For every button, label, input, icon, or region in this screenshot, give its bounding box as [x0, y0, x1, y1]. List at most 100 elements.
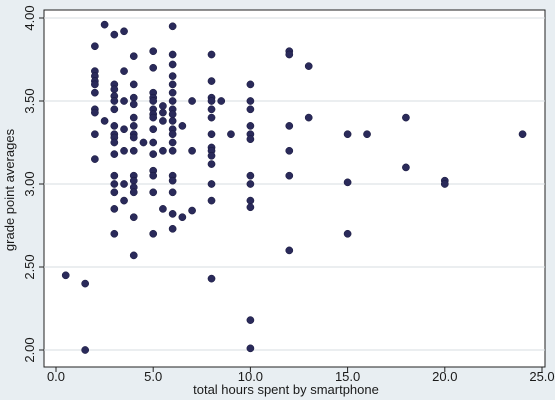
data-point — [402, 163, 410, 172]
data-point — [246, 80, 255, 89]
data-point — [285, 122, 294, 130]
data-point — [168, 60, 177, 69]
data-point — [178, 213, 187, 222]
data-point — [207, 130, 216, 139]
data-point — [168, 88, 177, 97]
data-point — [168, 80, 177, 89]
data-point — [168, 110, 177, 119]
data-point — [159, 117, 167, 125]
data-point — [129, 213, 138, 222]
x-tick-label: 15.0 — [335, 369, 360, 384]
data-point — [110, 122, 119, 130]
data-point — [110, 188, 119, 197]
y-tick-label: 4.00 — [22, 5, 37, 30]
data-point — [149, 138, 158, 147]
data-point — [129, 188, 138, 197]
data-point — [343, 229, 352, 238]
data-point — [81, 279, 90, 288]
data-point — [110, 97, 119, 105]
data-point — [159, 108, 167, 117]
data-point — [188, 97, 196, 105]
data-point — [100, 20, 109, 29]
data-point — [363, 130, 371, 139]
y-axis-title: grade point averages — [2, 128, 17, 251]
data-point — [129, 93, 138, 102]
data-point — [149, 188, 158, 197]
data-point — [110, 150, 119, 158]
data-point — [149, 97, 158, 105]
data-point — [91, 130, 99, 139]
y-tick-label: 3.50 — [22, 88, 37, 113]
data-point — [110, 105, 119, 114]
data-point — [246, 344, 255, 353]
x-tick-label: 0.0 — [47, 369, 65, 384]
data-point — [129, 100, 138, 109]
data-point — [120, 67, 128, 75]
data-point — [159, 146, 167, 155]
data-point — [120, 27, 128, 36]
data-point — [110, 205, 119, 213]
x-tick-label: 20.0 — [432, 369, 457, 384]
y-tick-label: 2.00 — [22, 337, 37, 362]
data-point — [168, 188, 177, 197]
data-point — [246, 105, 255, 114]
data-point — [129, 52, 138, 61]
data-point — [91, 108, 99, 117]
data-point — [120, 125, 128, 134]
data-point — [91, 88, 99, 97]
data-point — [207, 274, 216, 283]
data-point — [149, 113, 158, 122]
y-tick-label: 2.50 — [22, 254, 37, 279]
data-point — [120, 97, 128, 105]
data-point — [246, 196, 255, 205]
data-point — [110, 180, 119, 188]
data-point — [129, 133, 138, 142]
data-point — [129, 251, 138, 260]
data-point — [207, 97, 216, 105]
data-point — [81, 346, 90, 354]
data-point — [61, 271, 70, 280]
data-point — [168, 50, 177, 59]
data-point — [110, 229, 119, 238]
data-point — [246, 135, 255, 144]
data-point — [129, 146, 138, 155]
data-point — [343, 130, 352, 139]
data-point — [168, 146, 177, 155]
data-point — [518, 130, 527, 139]
data-point — [246, 316, 255, 324]
data-point — [246, 180, 255, 188]
data-point — [110, 85, 119, 94]
data-point — [159, 102, 167, 110]
data-points — [61, 20, 527, 354]
data-point — [402, 113, 410, 122]
data-point — [304, 113, 313, 122]
data-point — [129, 176, 138, 185]
data-point — [168, 22, 177, 31]
data-point — [129, 122, 138, 130]
x-axis-title: total hours spent by smartphone — [193, 382, 379, 397]
data-point — [178, 122, 187, 130]
data-point — [188, 146, 196, 155]
data-point — [343, 178, 352, 187]
data-point — [207, 113, 216, 122]
data-point — [129, 80, 138, 89]
data-point — [207, 160, 216, 168]
x-tick-label: 25.0 — [529, 369, 554, 384]
data-point — [91, 80, 99, 89]
data-point — [110, 138, 119, 147]
data-point — [168, 72, 177, 80]
data-point — [440, 180, 449, 188]
data-point — [149, 229, 158, 238]
data-point — [168, 130, 177, 139]
data-point — [129, 113, 138, 122]
data-point — [207, 180, 216, 188]
data-point — [149, 171, 158, 180]
y-tick-label: 3.00 — [22, 171, 37, 196]
data-point — [168, 224, 177, 233]
data-point — [91, 42, 99, 51]
data-point — [110, 171, 119, 180]
data-point — [120, 146, 128, 155]
plot-area — [43, 9, 546, 368]
data-point — [149, 63, 158, 72]
